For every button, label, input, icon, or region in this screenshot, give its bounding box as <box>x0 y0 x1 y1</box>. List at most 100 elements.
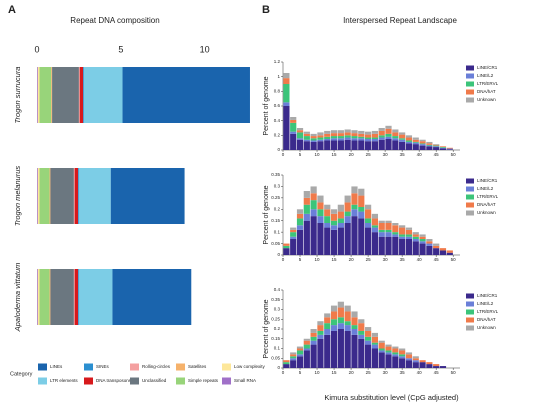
histogram-segment <box>337 301 344 308</box>
histogram-segment <box>351 133 358 137</box>
legend-label: Rolling-circles <box>142 364 171 369</box>
histogram-segment <box>371 227 379 233</box>
legend-label: Unknown <box>477 210 496 215</box>
histogram-segment <box>296 130 304 133</box>
histogram-segment <box>303 191 310 198</box>
histogram-segment <box>392 225 399 233</box>
histogram-segment <box>364 327 372 331</box>
histogram-segment <box>296 356 304 368</box>
histogram-segment <box>439 146 447 148</box>
histogram-segment <box>310 193 317 201</box>
x-tick-label: 40 <box>417 257 423 262</box>
histogram-segment <box>378 139 385 150</box>
histogram-segment <box>433 366 440 368</box>
histogram-segment <box>296 225 304 230</box>
y-tick-label: 0.05 <box>271 241 280 246</box>
bar-segment <box>78 269 113 325</box>
histogram-segment <box>330 229 338 255</box>
histogram-segment <box>303 220 310 255</box>
legend-swatch <box>466 89 474 95</box>
legend-label: LTR/ERVL <box>477 309 499 314</box>
legend-swatch <box>84 363 93 371</box>
y-tick-label: 0.15 <box>271 218 280 223</box>
bar-segment <box>49 168 51 224</box>
x-tick-label: 50 <box>451 370 457 375</box>
histogram-segment <box>358 140 365 150</box>
histogram-segment <box>371 141 379 150</box>
histogram-segment <box>399 358 406 368</box>
bar-segment <box>49 269 51 325</box>
x-tick-label: 35 <box>400 257 406 262</box>
histogram-segment <box>419 143 426 145</box>
bar-segment <box>51 67 53 123</box>
legend-label: LTR/ERVL <box>477 194 499 199</box>
x-tick-label: 0 <box>34 44 39 54</box>
histogram-segment <box>337 218 344 223</box>
y-tick-label: 0.6 <box>274 103 281 108</box>
x-tick-label: 0 <box>282 370 285 375</box>
legend-swatch <box>222 363 231 371</box>
bar-segment <box>122 67 250 123</box>
panel-label: B <box>262 4 270 16</box>
histogram-segment <box>419 144 426 146</box>
histogram-segment <box>310 336 317 341</box>
histogram-segment <box>358 130 365 134</box>
legend-swatch <box>466 186 474 192</box>
histogram-segment <box>358 319 365 324</box>
histogram-segment <box>351 311 358 318</box>
histogram-segment <box>385 236 392 255</box>
y-tick-label: 0.8 <box>274 89 281 94</box>
histogram-segment <box>426 245 433 255</box>
histogram-segment <box>426 146 433 150</box>
histogram-segment <box>439 148 447 150</box>
histogram-segment <box>399 354 406 357</box>
legend-label: LINE/CR1 <box>477 293 498 298</box>
histogram-segment <box>446 149 453 150</box>
histogram-segment <box>317 132 324 136</box>
x-tick-label: 10 <box>315 257 321 262</box>
histogram-segment <box>330 311 338 320</box>
histogram-segment <box>419 141 426 144</box>
x-tick-label: 5 <box>299 370 302 375</box>
x-tick-label: 40 <box>417 152 423 157</box>
histogram-segment <box>371 344 379 349</box>
histogram-segment <box>433 144 440 146</box>
histogram-segment <box>399 225 406 228</box>
histogram-segment <box>399 356 406 359</box>
histogram-segment <box>337 329 344 368</box>
histogram-segment <box>392 356 399 368</box>
histogram-segment <box>412 362 419 368</box>
histogram-segment <box>385 128 392 134</box>
histogram-segment <box>310 329 317 333</box>
histogram-segment <box>371 139 379 142</box>
histogram-segment <box>324 204 331 210</box>
y-tick-label: 0.4 <box>274 287 281 292</box>
legend-swatch <box>466 325 474 331</box>
histogram-segment <box>378 342 385 349</box>
histogram-segment <box>405 137 413 141</box>
bar-segment <box>37 168 38 224</box>
histogram-segment <box>358 138 365 141</box>
histogram-segment <box>371 348 379 368</box>
histogram-segment <box>439 248 447 251</box>
histogram-segment <box>303 133 310 137</box>
histogram-segment <box>324 323 331 329</box>
histogram-segment <box>296 209 304 214</box>
histogram-segment <box>392 140 399 150</box>
histogram-segment <box>324 317 331 324</box>
histogram-segment <box>399 234 406 237</box>
legend-swatch <box>222 377 231 385</box>
legend-swatch <box>466 81 474 87</box>
histogram-segment <box>337 223 344 228</box>
legend-swatch <box>466 97 474 103</box>
histogram-segment <box>364 218 372 223</box>
histogram-segment <box>426 144 433 146</box>
histogram-segment <box>378 348 385 351</box>
x-tick-label: 20 <box>349 152 355 157</box>
histogram-segment <box>344 135 351 138</box>
histogram-segment <box>364 134 372 138</box>
histogram-segment <box>303 139 310 142</box>
legend-swatch <box>466 210 474 216</box>
bar-segment <box>52 67 79 123</box>
y-tick-label: 0.25 <box>271 195 280 200</box>
